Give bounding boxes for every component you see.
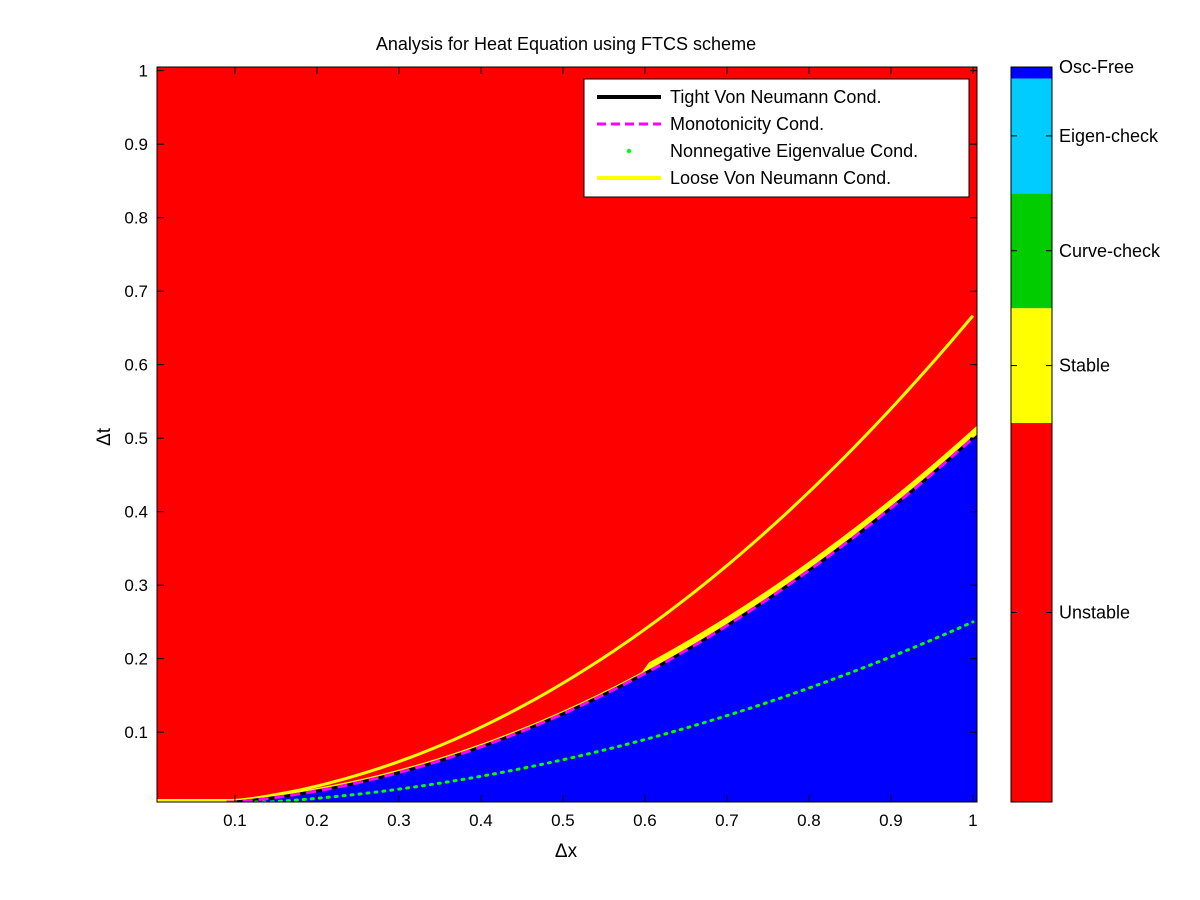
y-tick-label: 0.7 <box>124 282 148 301</box>
x-axis-label: Δx <box>555 841 578 862</box>
colorbar-segment <box>1011 193 1052 309</box>
series-line-2 <box>226 437 974 802</box>
osc-free-region <box>157 434 977 802</box>
x-tick-label: 0.3 <box>387 811 411 830</box>
y-tick-label: 0.3 <box>124 576 148 595</box>
colorbar-label: Eigen-check <box>1059 126 1159 146</box>
y-tick-label: 0.8 <box>124 209 148 228</box>
plot-frame <box>156 66 978 803</box>
legend-item: Loose Von Neumann Cond. <box>597 168 891 188</box>
legend-label: Nonnegative Eigenvalue Cond. <box>670 141 918 161</box>
y-tick-label: 0.1 <box>124 723 148 742</box>
x-tick-label: 0.5 <box>551 811 575 830</box>
x-tick-label: 1 <box>968 811 977 830</box>
x-axis: 0.1 0.2 0.3 0.4 0.5 0.6 0.7 0.8 0.9 1 <box>223 67 978 830</box>
x-tick-label: 0.7 <box>715 811 739 830</box>
colorbar-segment <box>1011 308 1052 424</box>
colorbar-label: Osc-Free <box>1059 57 1134 77</box>
y-tick-label: 0.9 <box>124 135 148 154</box>
legend-swatch <box>626 148 632 154</box>
legend-label: Monotonicity Cond. <box>670 114 824 134</box>
colorbar-frame <box>1010 66 1053 803</box>
colorbar-segment <box>1011 67 1052 79</box>
legend-label: Tight Von Neumann Cond. <box>670 87 881 107</box>
y-tick-label: 0.2 <box>124 650 148 669</box>
x-tick-label: 0.2 <box>305 811 329 830</box>
legend-item: Monotonicity Cond. <box>597 114 824 134</box>
chart-title: Analysis for Heat Equation using FTCS sc… <box>376 34 756 54</box>
y-axis: 0.1 0.2 0.3 0.4 0.5 0.6 0.7 0.8 0.9 1 <box>124 62 977 742</box>
y-tick-label: 0.5 <box>124 429 148 448</box>
series-line-3 <box>253 620 975 802</box>
y-axis-label: Δt <box>94 427 115 446</box>
legend-label: Loose Von Neumann Cond. <box>670 168 891 188</box>
x-tick-label: 0.8 <box>797 811 821 830</box>
x-tick-label: 0.9 <box>879 811 903 830</box>
y-tick-label: 0.4 <box>124 503 148 522</box>
colorbar-segment <box>1011 423 1052 802</box>
colorbar-label: Curve-check <box>1059 241 1161 261</box>
legend: Tight Von Neumann Cond. Monotonicity Cond… <box>583 78 970 198</box>
series-line-4 <box>222 314 975 802</box>
colorbar-label: Stable <box>1059 356 1110 376</box>
legend-item: Nonnegative Eigenvalue Cond. <box>626 141 918 161</box>
y-tick-label: 1 <box>139 62 148 81</box>
colorbar-label: Unstable <box>1059 603 1130 623</box>
x-tick-label: 0.1 <box>223 811 247 830</box>
colorbar-segment <box>1011 78 1052 194</box>
y-tick-label: 0.6 <box>124 356 148 375</box>
x-tick-label: 0.6 <box>633 811 657 830</box>
x-tick-label: 0.4 <box>469 811 493 830</box>
colorbar: Unstable Stable Curve-check Eigen-check Osc-… <box>1010 57 1161 803</box>
legend-item: Tight Von Neumann Cond. <box>597 87 881 107</box>
